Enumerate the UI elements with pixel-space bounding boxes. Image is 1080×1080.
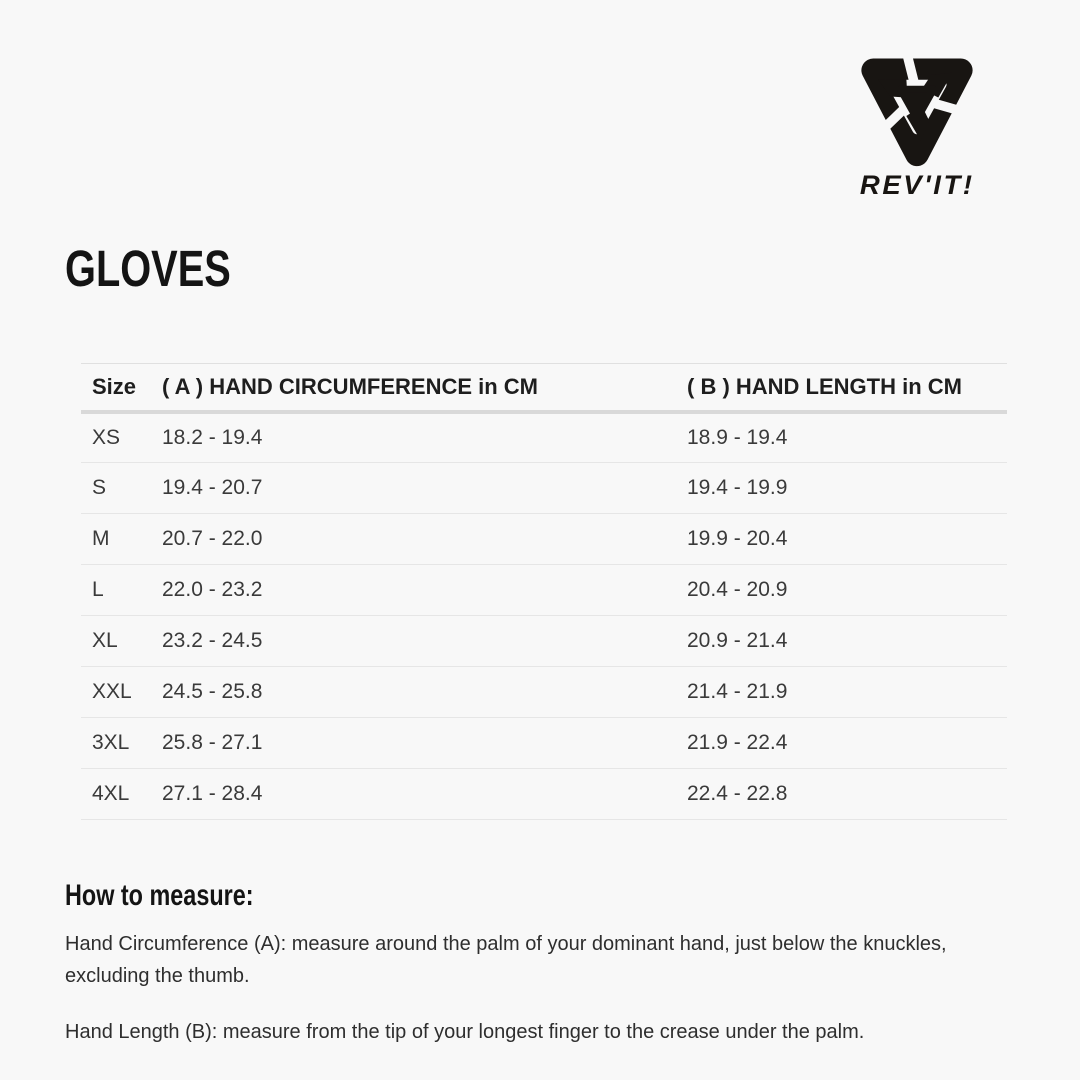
header-size: Size xyxy=(92,373,137,399)
table-row: 3XL 25.8 - 27.1 21.9 - 22.4 xyxy=(81,718,1007,769)
table-row: S 19.4 - 20.7 19.4 - 19.9 xyxy=(81,463,1007,514)
size-cell: L xyxy=(92,578,104,601)
table-row: M 20.7 - 22.0 19.9 - 20.4 xyxy=(81,514,1007,565)
how-to-measure-title: How to measure: xyxy=(65,879,254,912)
size-cell: XL xyxy=(92,629,118,652)
table-row: XXL 24.5 - 25.8 21.4 - 21.9 xyxy=(81,667,1007,718)
hand-circumference-cell: 19.4 - 20.7 xyxy=(162,476,263,499)
hand-circumference-cell: 25.8 - 27.1 xyxy=(162,731,263,754)
size-cell: M xyxy=(92,527,110,550)
how-to-measure-section: How to measure: Hand Circumference (A): … xyxy=(65,880,1015,1048)
page-title: GLOVES xyxy=(65,240,231,297)
hand-length-cell: 21.9 - 22.4 xyxy=(687,731,788,754)
header-hand-length: ( B ) HAND LENGTH in CM xyxy=(687,373,962,399)
brand-wordmark: REV'IT! xyxy=(859,170,975,200)
hand-length-cell: 21.4 - 21.9 xyxy=(687,680,788,703)
size-cell: XXL xyxy=(92,680,132,703)
hand-circumference-cell: 22.0 - 23.2 xyxy=(162,578,263,601)
size-cell: XS xyxy=(92,425,121,449)
size-table: Size ( A ) HAND CIRCUMFERENCE in CM ( B … xyxy=(81,363,1007,820)
table-row: L 22.0 - 23.2 20.4 - 20.9 xyxy=(81,565,1007,616)
size-cell: 3XL xyxy=(92,731,130,754)
hand-circumference-cell: 20.7 - 22.0 xyxy=(162,527,263,550)
hand-length-cell: 20.4 - 20.9 xyxy=(687,578,788,601)
table-row: 4XL 27.1 - 28.4 22.4 - 22.8 xyxy=(81,769,1007,820)
hand-length-cell: 19.4 - 19.9 xyxy=(687,476,788,499)
revit-shield-icon xyxy=(861,42,973,167)
hand-length-cell: 20.9 - 21.4 xyxy=(687,629,788,652)
hand-circumference-cell: 24.5 - 25.8 xyxy=(162,680,263,703)
hand-length-cell: 19.9 - 20.4 xyxy=(687,527,788,550)
size-cell: 4XL xyxy=(92,782,130,805)
table-row: XL 23.2 - 24.5 20.9 - 21.4 xyxy=(81,616,1007,667)
hand-length-cell: 22.4 - 22.8 xyxy=(687,782,788,805)
hand-circumference-cell: 23.2 - 24.5 xyxy=(162,629,263,652)
table-header-row: Size ( A ) HAND CIRCUMFERENCE in CM ( B … xyxy=(81,363,1007,412)
header-hand-circumference: ( A ) HAND CIRCUMFERENCE in CM xyxy=(162,373,539,399)
table-row: XS 18.2 - 19.4 18.9 - 19.4 xyxy=(81,412,1007,463)
size-cell: S xyxy=(92,476,107,499)
hand-length-instruction: Hand Length (B): measure from the tip of… xyxy=(65,1021,865,1043)
hand-circumference-cell: 27.1 - 28.4 xyxy=(162,782,263,805)
hand-circumference-cell: 18.2 - 19.4 xyxy=(162,425,263,449)
hand-circumference-instruction: Hand Circumference (A): measure around t… xyxy=(65,933,947,987)
brand-logo: REV'IT! xyxy=(837,36,997,201)
hand-length-cell: 18.9 - 19.4 xyxy=(687,425,788,449)
